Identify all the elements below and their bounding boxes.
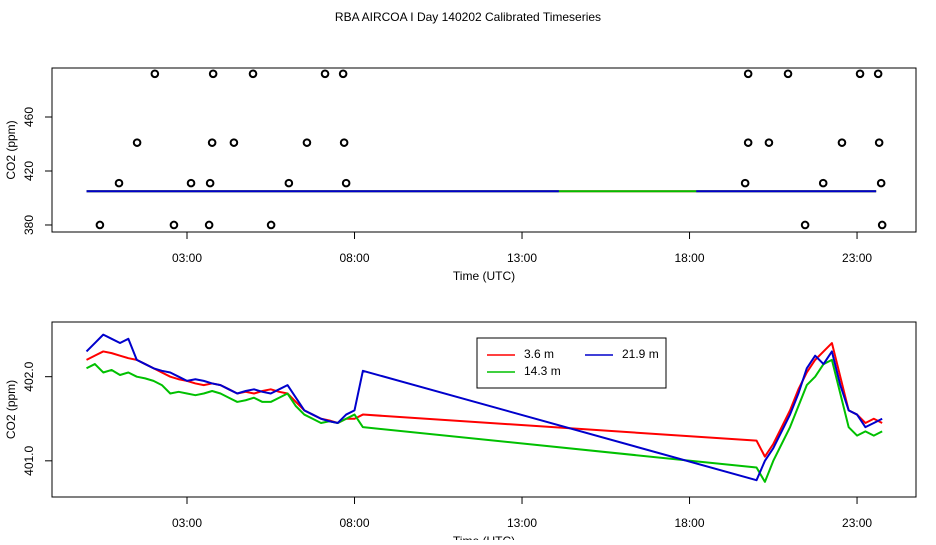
x-axis-label: Time (UTC) [453, 269, 515, 283]
x-axis-label: Time (UTC) [453, 534, 515, 540]
outlier-point [837, 138, 847, 147]
outlier-point [743, 69, 753, 79]
series-line [86, 358, 883, 483]
outlier-point [740, 178, 750, 188]
legend-label: 21.9 m [622, 347, 659, 361]
outlier-point [764, 138, 774, 147]
x-tick-label: 08:00 [340, 516, 370, 530]
outlier-point [186, 178, 196, 188]
outlier-point [855, 69, 865, 79]
y-tick-label: 380 [22, 215, 36, 235]
y-tick-label: 420 [22, 161, 36, 181]
series-line [85, 333, 883, 482]
outlier-point [873, 69, 883, 79]
outlier-point [150, 69, 160, 79]
outlier-point [266, 220, 276, 230]
y-tick-label: 460 [22, 107, 36, 127]
outlier-point [207, 138, 217, 147]
x-tick-label: 13:00 [507, 251, 537, 265]
outlier-point [874, 138, 884, 147]
y-tick-label: 401.0 [22, 445, 36, 475]
chart-title: RBA AIRCOA I Day 140202 Calibrated Times… [335, 10, 601, 24]
y-axis-label: CO2 (ppm) [4, 380, 18, 439]
y-axis-label: CO2 (ppm) [4, 120, 18, 179]
legend-label: 14.3 m [524, 364, 561, 378]
y-tick-label: 402.0 [22, 361, 36, 391]
plot-frame [51, 67, 917, 233]
x-tick-label: 08:00 [340, 251, 370, 265]
outlier-point [341, 178, 351, 188]
x-tick-label: 13:00 [507, 516, 537, 530]
outlier-point [248, 69, 258, 79]
x-tick-label: 03:00 [172, 251, 202, 265]
x-tick-label: 18:00 [675, 251, 705, 265]
outlier-point [877, 220, 887, 230]
outlier-point [114, 178, 124, 188]
outlier-point [818, 178, 828, 188]
outlier-point [876, 178, 886, 188]
outlier-point [169, 220, 179, 230]
outlier-point [204, 220, 214, 230]
x-tick-label: 03:00 [172, 516, 202, 530]
outlier-point [205, 178, 215, 188]
x-tick-label: 23:00 [842, 516, 872, 530]
outlier-point [132, 138, 142, 147]
outlier-point [302, 138, 312, 147]
plot-frame [51, 321, 917, 498]
outlier-point [95, 220, 105, 230]
x-tick-label: 18:00 [675, 516, 705, 530]
legend-box [476, 337, 667, 389]
outlier-point [339, 138, 349, 147]
outlier-point [783, 69, 793, 79]
outlier-point [743, 138, 753, 147]
outlier-point [208, 69, 218, 79]
x-tick-label: 23:00 [842, 251, 872, 265]
outlier-point [800, 220, 810, 230]
outlier-point [338, 69, 348, 79]
outlier-point [284, 178, 294, 188]
legend-label: 3.6 m [524, 347, 554, 361]
outlier-point [320, 69, 330, 79]
outlier-point [229, 138, 239, 147]
